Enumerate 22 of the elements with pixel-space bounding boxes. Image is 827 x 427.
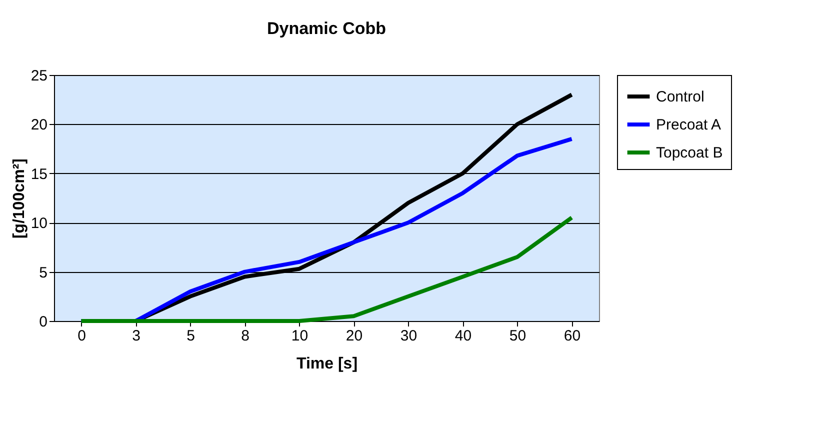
y-tick-label: 25	[30, 68, 48, 84]
y-tick-label: 10	[30, 215, 48, 232]
x-tick-label: 10	[291, 328, 308, 344]
y-tick-label: 5	[39, 264, 48, 282]
x-tick-label: 50	[509, 328, 526, 344]
y-tick-label: 0	[39, 314, 48, 330]
legend-label: Control	[656, 88, 704, 106]
x-tick-label: 0	[78, 328, 86, 344]
y-axis-title: [g/100cm²]	[10, 158, 28, 239]
x-tick-label: 5	[186, 328, 195, 344]
y-tick-label: 20	[30, 116, 48, 134]
x-tick-label: 60	[564, 328, 581, 344]
x-tick-label: 20	[346, 328, 363, 344]
chart-title: Dynamic Cobb	[266, 19, 386, 38]
x-tick-label: 8	[241, 328, 250, 344]
x-tick-label: 30	[400, 328, 418, 344]
x-axis-title: Time [s]	[296, 356, 358, 372]
legend-label: Precoat A	[656, 116, 722, 134]
y-tick-label: 15	[30, 166, 48, 183]
x-tick-label: 3	[132, 328, 140, 344]
x-tick-label: 40	[454, 328, 472, 344]
legend-label: Topcoat B	[656, 144, 723, 162]
